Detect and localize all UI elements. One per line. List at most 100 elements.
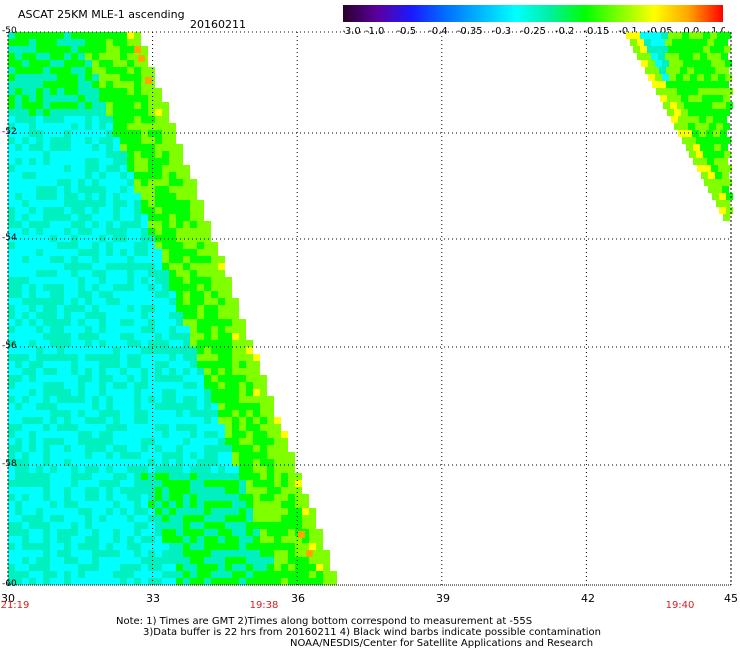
swath-cell — [43, 305, 50, 312]
swath-cell — [22, 494, 29, 501]
swath-cell — [176, 200, 183, 207]
swath-cell — [141, 270, 148, 277]
swath-cell — [169, 179, 176, 186]
swath-cell — [127, 81, 134, 88]
swath-cell — [8, 158, 15, 165]
swath-cell — [176, 522, 183, 529]
swath-cell — [57, 151, 64, 158]
swath-cell — [239, 424, 246, 431]
swath-cell — [211, 480, 218, 487]
swath-cell — [204, 557, 211, 564]
swath-cell — [211, 263, 218, 270]
swath-cell — [162, 109, 169, 116]
swath-cell — [239, 557, 246, 564]
swath-cell — [113, 207, 120, 214]
swath-cell — [57, 116, 64, 123]
swath-cell — [92, 95, 99, 102]
swath-cell — [155, 438, 162, 445]
swath-cell — [71, 578, 78, 585]
swath-cell — [267, 487, 274, 494]
swath-cell — [85, 508, 92, 515]
swath-cell — [8, 291, 15, 298]
swath-cell — [22, 214, 29, 221]
swath-cell — [197, 354, 204, 361]
swath-cell — [99, 235, 106, 242]
swath-cell — [22, 123, 29, 130]
swath-cell — [183, 438, 190, 445]
swath-cell — [15, 221, 22, 228]
swath-cell — [183, 459, 190, 466]
swath-cell — [281, 515, 288, 522]
swath-cell — [176, 249, 183, 256]
swath-cell — [211, 466, 218, 473]
swath-cell — [71, 88, 78, 95]
swath-cell — [57, 501, 64, 508]
swath-cell — [57, 172, 64, 179]
swath-cell — [22, 81, 29, 88]
swath-cell — [689, 46, 696, 53]
swath-cell — [675, 32, 682, 39]
swath-cell — [190, 424, 197, 431]
swath-cell — [99, 529, 106, 536]
swath-cell — [309, 529, 316, 536]
swath-cell — [92, 459, 99, 466]
swath-cell — [197, 319, 204, 326]
swath-cell — [155, 375, 162, 382]
swath-cell — [43, 151, 50, 158]
swath-cell — [666, 81, 673, 88]
swath-cell — [43, 396, 50, 403]
swath-cell — [155, 417, 162, 424]
lat-tick-60: -60 — [2, 579, 17, 589]
swath-cell — [85, 543, 92, 550]
lat-tick-52: -52 — [2, 127, 17, 137]
swath-cell — [64, 564, 71, 571]
swath-cell — [141, 298, 148, 305]
swath-cell — [211, 522, 218, 529]
swath-cell — [197, 214, 204, 221]
swath-cell — [134, 557, 141, 564]
swath-cell — [29, 389, 36, 396]
swath-cell — [8, 46, 15, 53]
swath-cell — [211, 242, 218, 249]
swath-cell — [85, 200, 92, 207]
swath-cell — [71, 333, 78, 340]
swath-cell — [155, 529, 162, 536]
swath-cell — [120, 550, 127, 557]
swath-cell — [99, 165, 106, 172]
swath-cell — [239, 438, 246, 445]
swath-cell — [183, 452, 190, 459]
swath-cell — [29, 53, 36, 60]
swath-cell — [22, 88, 29, 95]
swath-cell — [29, 564, 36, 571]
swath-cell — [260, 515, 267, 522]
swath-cell — [148, 571, 155, 578]
swath-cell — [190, 354, 197, 361]
swath-cell — [708, 172, 715, 179]
swath-cell — [696, 137, 703, 144]
swath-cell — [281, 508, 288, 515]
swath-cell — [8, 53, 15, 60]
swath-cell — [183, 508, 190, 515]
swath-cell — [43, 473, 50, 480]
swath-cell — [726, 193, 733, 200]
swath-cell — [106, 410, 113, 417]
swath-cell — [50, 200, 57, 207]
swath-cell — [141, 186, 148, 193]
swath-cell — [218, 578, 225, 585]
swath-cell — [309, 564, 316, 571]
swath-cell — [120, 158, 127, 165]
swath-cell — [22, 151, 29, 158]
swath-cell — [721, 39, 728, 46]
swath-cell — [15, 389, 22, 396]
swath-cell — [718, 74, 725, 81]
swath-cell — [218, 277, 225, 284]
swath-cell — [92, 396, 99, 403]
swath-cell — [218, 305, 225, 312]
swath-cell — [190, 564, 197, 571]
swath-cell — [155, 200, 162, 207]
swath-cell — [134, 249, 141, 256]
swath-cell — [169, 536, 176, 543]
swath-cell — [155, 361, 162, 368]
swath-cell — [15, 235, 22, 242]
swath-cell — [633, 32, 640, 39]
